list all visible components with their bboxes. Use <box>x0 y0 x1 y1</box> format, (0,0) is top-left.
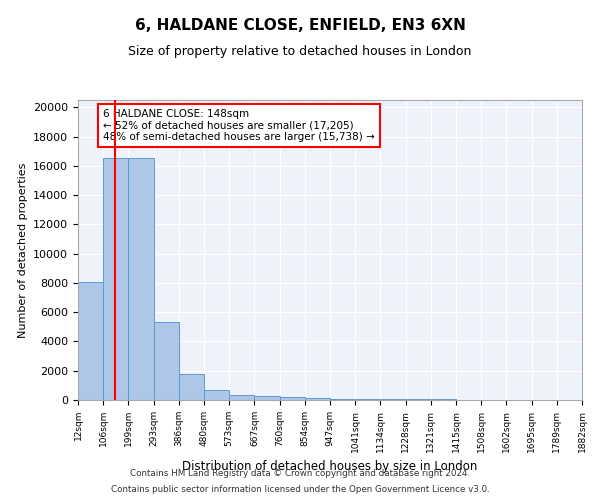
Bar <box>280 397 305 400</box>
Bar <box>154 322 179 400</box>
Bar <box>128 158 154 400</box>
Bar <box>380 399 406 400</box>
Bar <box>204 390 229 400</box>
Bar <box>254 396 280 400</box>
Bar <box>355 399 380 400</box>
Text: Size of property relative to detached houses in London: Size of property relative to detached ho… <box>128 45 472 58</box>
Text: 6 HALDANE CLOSE: 148sqm
← 52% of detached houses are smaller (17,205)
48% of sem: 6 HALDANE CLOSE: 148sqm ← 52% of detache… <box>103 109 375 142</box>
Bar <box>305 398 330 400</box>
Bar <box>229 395 254 400</box>
Y-axis label: Number of detached properties: Number of detached properties <box>17 162 28 338</box>
Text: Contains public sector information licensed under the Open Government Licence v3: Contains public sector information licen… <box>110 485 490 494</box>
Bar <box>103 158 128 400</box>
X-axis label: Distribution of detached houses by size in London: Distribution of detached houses by size … <box>182 460 478 473</box>
Text: 6, HALDANE CLOSE, ENFIELD, EN3 6XN: 6, HALDANE CLOSE, ENFIELD, EN3 6XN <box>134 18 466 32</box>
Bar <box>179 374 204 400</box>
Text: Contains HM Land Registry data © Crown copyright and database right 2024.: Contains HM Land Registry data © Crown c… <box>130 468 470 477</box>
Bar <box>330 398 355 400</box>
Bar <box>78 282 103 400</box>
